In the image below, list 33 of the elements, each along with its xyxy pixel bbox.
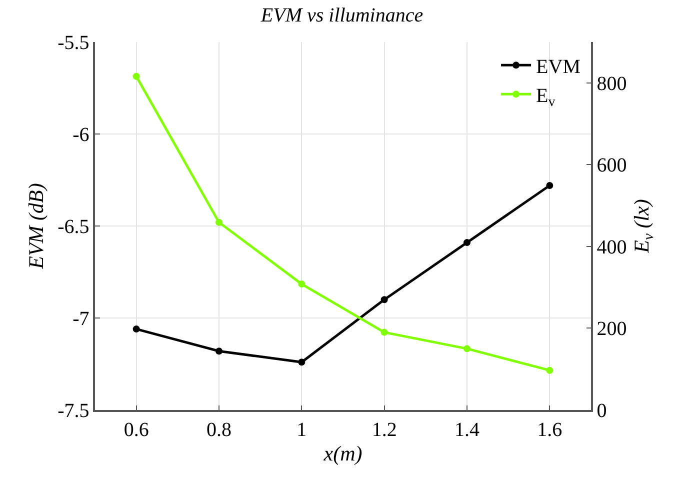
x-tick-label: 0.6 — [124, 418, 149, 441]
y-axis-title: EVM (dB) — [24, 183, 48, 270]
x-tick-label: 1.6 — [537, 418, 562, 441]
x-tick-label: 1.2 — [372, 418, 397, 441]
y2-tick-label: 400 — [596, 236, 627, 258]
y-tick-label: -5.5 — [58, 32, 90, 54]
legend-label: E$_{v}$ — [536, 84, 556, 110]
point — [464, 345, 470, 352]
point — [132, 326, 140, 333]
point — [546, 366, 554, 374]
point — [380, 328, 388, 336]
x-tick-label: 1 — [296, 418, 307, 441]
x-tick-label: 1.4 — [454, 418, 480, 441]
legend-label: EVM — [536, 56, 581, 78]
point — [216, 348, 222, 355]
point — [380, 296, 388, 304]
y-tick-label: -7 — [72, 308, 90, 330]
chart-title: EVM vs illuminance — [260, 4, 424, 26]
y-tick-label: -7.5 — [58, 400, 90, 422]
y2-tick-label: 0 — [596, 400, 607, 422]
y2-tick-label: 200 — [596, 318, 627, 340]
point — [298, 358, 306, 366]
y-tick-label: -6.5 — [58, 216, 90, 238]
y2-tick-label: 800 — [596, 72, 627, 95]
point — [464, 239, 470, 246]
point — [132, 72, 140, 80]
x-tick-label: 0.8 — [206, 418, 232, 441]
point — [546, 182, 554, 190]
point — [216, 218, 222, 226]
y-tick-label: -6 — [72, 124, 90, 146]
point — [298, 280, 306, 288]
x-axis-title: x(m) — [322, 441, 362, 466]
y2-tick-label: 600 — [596, 154, 627, 177]
